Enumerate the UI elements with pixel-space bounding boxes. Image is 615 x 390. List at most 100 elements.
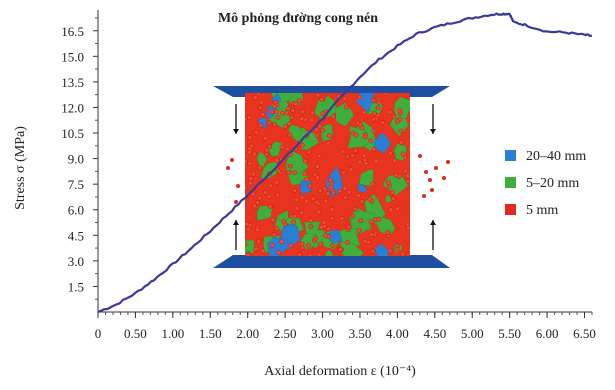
mortar-dot [331,190,337,196]
mortar-dot [247,150,253,155]
mortar-dot [362,153,367,159]
mortar-dot [264,151,269,157]
y-axis-ticks: 1.5 3.0 4.5 6.0 7.5 9.0 10.5 12.0 13.5 15.0 16.5 [61,17,98,300]
mortar-dot [384,230,390,235]
mortar-dot [281,218,286,224]
mortar-dot [397,107,403,113]
load-arrow-head [430,129,436,134]
mortar-dot [271,232,277,238]
mortar-dot [314,127,319,132]
mortar-dot [289,114,295,120]
mortar-dot [329,216,335,221]
aggregate-particle [382,174,409,196]
mortar-dot [328,177,333,183]
mortar-dot [286,170,292,175]
legend-swatch [505,177,516,188]
spalled-particle [422,194,426,198]
mortar-dot [247,160,253,166]
mortar-dot [388,207,394,213]
mortar-dot [252,203,257,209]
stress-strain-series-line [97,12,593,314]
mortar-dot [373,159,379,164]
mortar-dot [263,135,268,141]
mortar-dot [267,120,272,126]
y-tick-label: 10.5 [61,126,84,141]
mortar-dot [290,108,296,113]
mortar-dot [392,158,398,164]
aggregate-particle [373,131,392,154]
spalled-particle [446,160,450,164]
mortar-dot [345,240,350,245]
mortar-dot [245,185,248,191]
mortar-dot [257,195,263,201]
mortar-dot [367,196,373,202]
mortar-dot [315,93,321,98]
y-tick-label: 1.5 [68,279,84,294]
mortar-dot [371,117,377,122]
mortar-dot [306,242,311,248]
mortar-dot [316,252,322,256]
mortar-dot [269,243,275,248]
mortar-dot [276,250,281,255]
mortar-dot [362,134,368,140]
mortar-dot [315,175,320,181]
mortar-dot [405,221,410,227]
mortar-dot [368,138,374,144]
mortar-dot [267,144,273,149]
x-tick-label: 3.50 [349,326,372,341]
mortar-dot [391,114,397,120]
mortar-dot [272,121,277,127]
legend-label: 5 mm [526,203,558,218]
mortar-dot [260,112,266,117]
mortar-dot [293,101,299,107]
aggregate-particle [358,169,374,187]
mortar-dot [283,124,289,129]
mortar-dot [253,130,259,135]
mortar-dot [371,128,377,134]
mortar-dot [292,188,298,193]
mortar-dot [340,148,346,154]
mortar-dot [310,110,315,116]
mortar-dot [359,199,365,204]
mortar-dot [248,180,253,186]
mortar-dot [280,110,285,116]
mortar-dot [285,106,291,111]
y-tick-label: 16.5 [61,24,84,39]
y-axis-label: Stress σ (MPa) [13,126,28,210]
x-tick-label: 1.50 [199,326,222,341]
bottom-loading-platen [213,255,450,268]
mortar-dot [329,207,335,213]
x-tick-label: 4.00 [386,326,409,341]
y-tick-label: 6.0 [68,203,84,218]
mortar-dot [353,148,358,154]
mortar-dot [253,95,258,101]
mortar-dot [274,226,280,231]
mortar-dot [391,196,396,202]
mortar-dot [318,241,323,247]
mortar-dot [368,219,374,225]
mortar-dot [245,252,251,256]
mortar-dot [275,168,281,174]
mortar-dot [350,213,356,219]
mortar-dot [318,224,324,230]
mortar-dot [258,105,263,111]
mortar-dot [323,198,329,204]
mortar-dot [405,179,410,184]
mortar-dot [300,142,305,148]
spalled-particle [428,178,432,182]
mortar-dot [380,120,385,125]
mortar-dot [262,189,268,195]
mortar-dot [362,238,368,244]
mortar-dot [297,252,303,256]
mortar-dot [304,176,309,182]
aggregate-particle [393,96,410,120]
mortar-dot [275,192,281,198]
mortar-dot [302,171,308,177]
mortar-dot [369,232,375,238]
mortar-dot [376,217,382,223]
mortar-dot [287,121,292,126]
mortar-dot [406,225,410,231]
mortar-dot [300,245,305,250]
mortar-dot [279,144,285,150]
